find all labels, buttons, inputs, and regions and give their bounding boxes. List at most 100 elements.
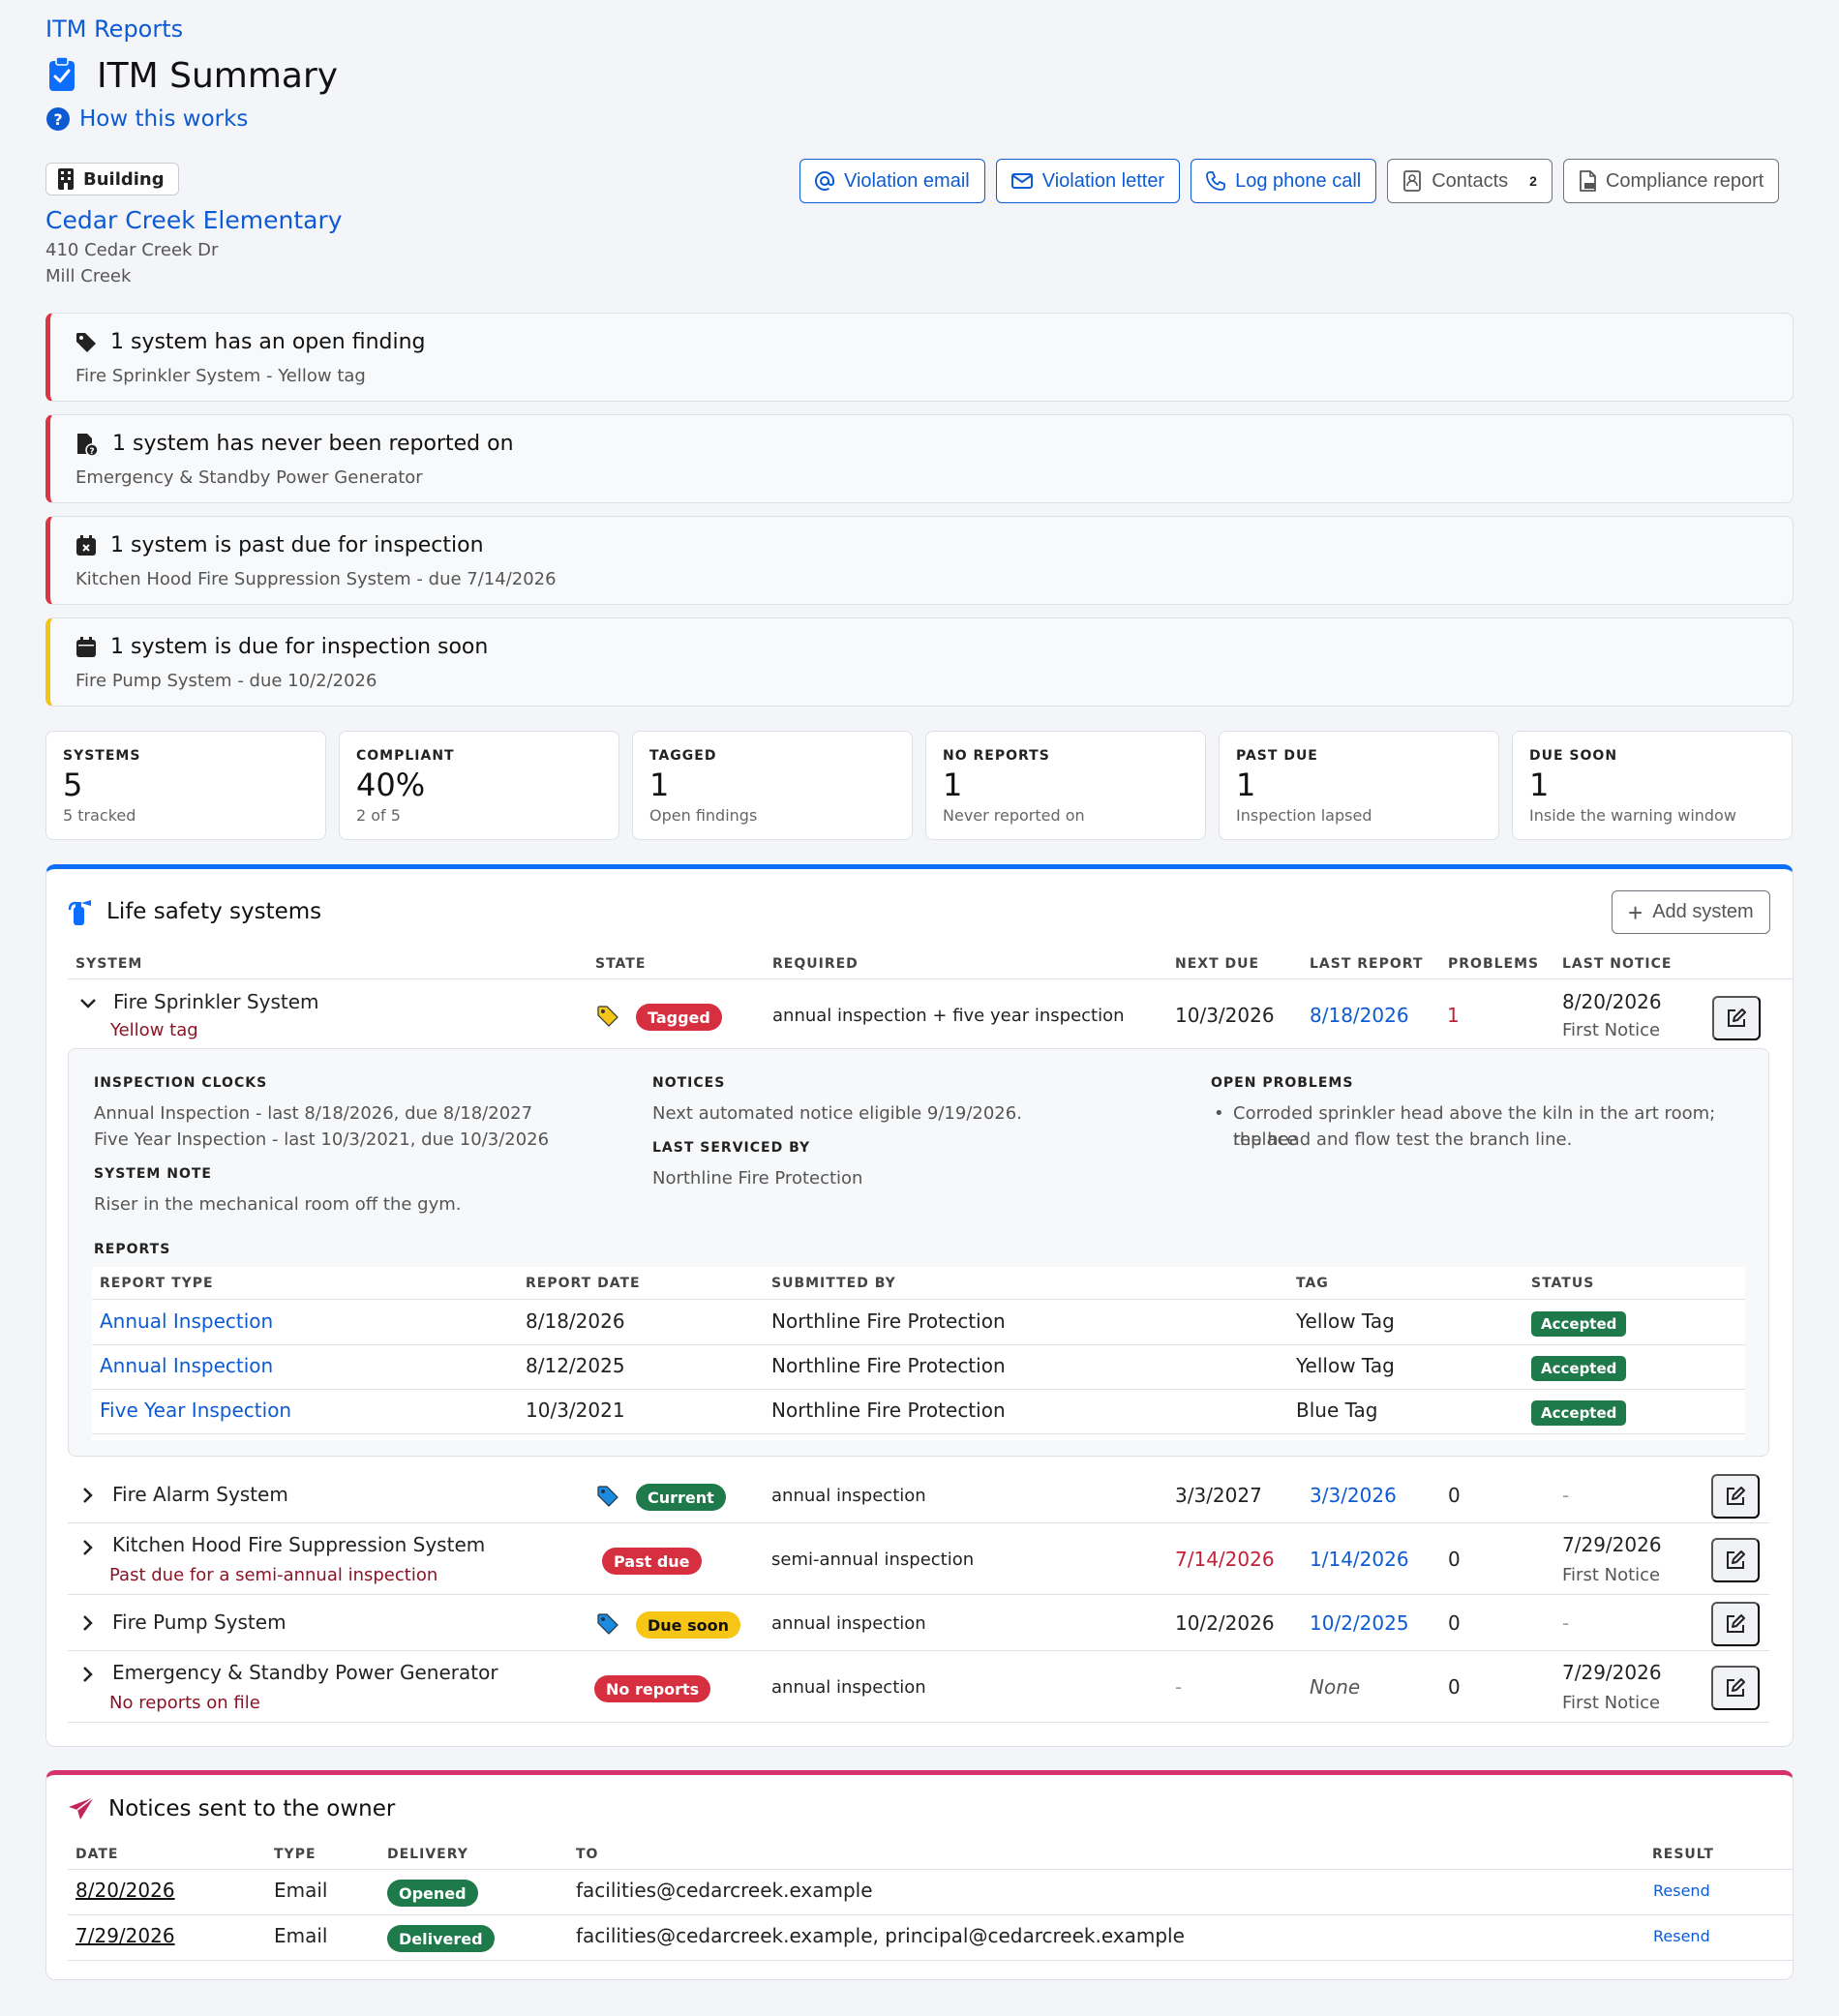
- chevron-right-icon[interactable]: [77, 1485, 99, 1506]
- system-last-report-link[interactable]: 3/3/2026: [1310, 1484, 1397, 1507]
- edit-icon: [1727, 1678, 1745, 1697]
- system-required: annual inspection: [771, 1486, 926, 1506]
- chevron-right-icon[interactable]: [77, 1664, 99, 1685]
- add-system-button[interactable]: + Add system: [1612, 890, 1770, 934]
- edit-system-button[interactable]: [1711, 1602, 1760, 1646]
- system-required: semi-annual inspection: [771, 1550, 975, 1570]
- contact-card-icon: [1403, 170, 1422, 192]
- report-type-link[interactable]: Annual Inspection: [100, 1309, 274, 1333]
- system-name: Fire Alarm System: [112, 1483, 288, 1506]
- report-type-link[interactable]: Five Year Inspection: [100, 1399, 292, 1422]
- system-problems: 1: [1447, 1004, 1460, 1027]
- system-last-notice: -: [1562, 1484, 1570, 1507]
- col-header-report-type: REPORT TYPE: [100, 1276, 214, 1291]
- log-phone-call-label: Log phone call: [1235, 169, 1362, 192]
- system-note: Riser in the mechanical room off the gym…: [94, 1194, 462, 1215]
- stat-card-compliant: COMPLIANT 40% 2 of 5: [339, 731, 619, 840]
- compliance-report-button[interactable]: Compliance report: [1562, 159, 1780, 203]
- reports-label: REPORTS: [94, 1242, 171, 1257]
- system-last-report-link[interactable]: 8/18/2026: [1310, 1004, 1409, 1027]
- stat-sub: 2 of 5: [356, 806, 401, 825]
- report-type-link[interactable]: Annual Inspection: [100, 1354, 274, 1377]
- chevron-right-icon[interactable]: [77, 1537, 99, 1558]
- tag-icon: [76, 332, 96, 352]
- notice-to: facilities@cedarcreek.example, principal…: [576, 1924, 1185, 1947]
- compliance-report-label: Compliance report: [1605, 169, 1764, 192]
- file-question-icon: ?: [77, 433, 99, 456]
- stat-value: 1: [1236, 767, 1256, 803]
- contacts-label: Contacts: [1432, 169, 1509, 192]
- report-date: 10/3/2021: [526, 1399, 625, 1422]
- system-name: Kitchen Hood Fire Suppression System: [112, 1533, 486, 1556]
- violation-email-button[interactable]: Violation email: [799, 159, 985, 203]
- alert-open-finding: 1 system has an open finding Fire Sprink…: [45, 313, 1794, 402]
- log-phone-call-button[interactable]: Log phone call: [1191, 159, 1377, 203]
- report-submitted-by: Northline Fire Protection: [771, 1309, 1006, 1333]
- system-required: annual inspection: [771, 1677, 926, 1698]
- col-header-last-notice: LAST NOTICE: [1562, 956, 1673, 972]
- system-name: Emergency & Standby Power Generator: [112, 1661, 498, 1684]
- system-last-report-link[interactable]: 1/14/2026: [1310, 1548, 1409, 1571]
- how-this-works-link[interactable]: ? How this works: [46, 106, 248, 132]
- report-submitted-by: Northline Fire Protection: [771, 1354, 1006, 1377]
- building-badge: Building: [45, 163, 179, 196]
- system-sub: Past due for a semi-annual inspection: [109, 1565, 438, 1585]
- resend-link[interactable]: Resend: [1653, 1881, 1710, 1900]
- edit-icon: [1728, 1008, 1746, 1027]
- breadcrumb-itm-reports[interactable]: ITM Reports: [45, 15, 184, 43]
- building-icon: [58, 168, 74, 190]
- bullet: •: [1214, 1103, 1224, 1124]
- alert-detail: Fire Sprinkler System - Yellow tag: [75, 366, 366, 386]
- building-address-line1: 410 Cedar Creek Dr: [45, 240, 219, 260]
- system-last-report: None: [1310, 1675, 1361, 1699]
- col-header-delivery: DELIVERY: [387, 1847, 468, 1862]
- edit-system-button[interactable]: [1711, 1666, 1760, 1710]
- system-problems: 0: [1448, 1548, 1461, 1571]
- divider: [68, 1594, 1769, 1595]
- system-required: annual inspection: [771, 1613, 926, 1634]
- notices-card-title: Notices sent to the owner: [108, 1796, 396, 1821]
- envelope-icon: [1010, 173, 1033, 189]
- edit-icon: [1727, 1614, 1745, 1633]
- edit-system-button[interactable]: [1711, 1538, 1760, 1582]
- stat-card-no-reports: NO REPORTS 1 Never reported on: [925, 731, 1206, 840]
- system-problems: 0: [1448, 1675, 1461, 1699]
- report-tag: Yellow Tag: [1296, 1354, 1395, 1377]
- alert-detail: Fire Pump System - due 10/2/2026: [75, 671, 377, 691]
- divider: [68, 1722, 1769, 1723]
- state-badge: Past due: [602, 1548, 702, 1575]
- stat-sub: 5 tracked: [63, 806, 136, 825]
- blue-tag-icon: [597, 1613, 618, 1635]
- building-name-link[interactable]: Cedar Creek Elementary: [45, 206, 343, 234]
- notice-date-link[interactable]: 8/20/2026: [75, 1879, 175, 1902]
- resend-link[interactable]: Resend: [1653, 1927, 1710, 1945]
- system-note-label: SYSTEM NOTE: [94, 1166, 212, 1182]
- edit-system-button[interactable]: [1711, 1474, 1760, 1519]
- system-last-notice: 7/29/2026: [1562, 1661, 1662, 1684]
- col-header-next-due: NEXT DUE: [1175, 956, 1260, 972]
- system-next-due: 3/3/2027: [1175, 1484, 1262, 1507]
- system-last-report-link[interactable]: 10/2/2025: [1310, 1611, 1409, 1635]
- alert-title-row: 1 system is due for inspection soon: [75, 635, 488, 659]
- report-status-badge: Accepted: [1531, 1400, 1627, 1426]
- system-name: Fire Sprinkler System: [113, 990, 319, 1013]
- calendar-x-icon: [76, 534, 96, 556]
- last-serviced-label: LAST SERVICED BY: [652, 1140, 811, 1156]
- notice-date-link[interactable]: 7/29/2026: [75, 1924, 175, 1947]
- violation-letter-button[interactable]: Violation letter: [995, 159, 1181, 203]
- stat-card-tagged: TAGGED 1 Open findings: [632, 731, 913, 840]
- chevron-down-icon[interactable]: [77, 993, 99, 1014]
- yellow-tag-icon: [597, 1006, 618, 1027]
- divider: [68, 1960, 1793, 1961]
- phone-icon: [1206, 171, 1226, 191]
- divider: [92, 1389, 1745, 1390]
- contacts-button[interactable]: Contacts 2: [1387, 159, 1553, 203]
- stat-sub: Never reported on: [943, 806, 1085, 825]
- col-header-last-report: LAST REPORT: [1310, 956, 1424, 972]
- chevron-right-icon[interactable]: [77, 1612, 99, 1634]
- stat-sub: Inside the warning window: [1529, 806, 1736, 825]
- system-required: annual inspection + five year inspection: [772, 1006, 1125, 1026]
- edit-system-button[interactable]: [1712, 996, 1761, 1040]
- system-problems: 0: [1448, 1484, 1461, 1507]
